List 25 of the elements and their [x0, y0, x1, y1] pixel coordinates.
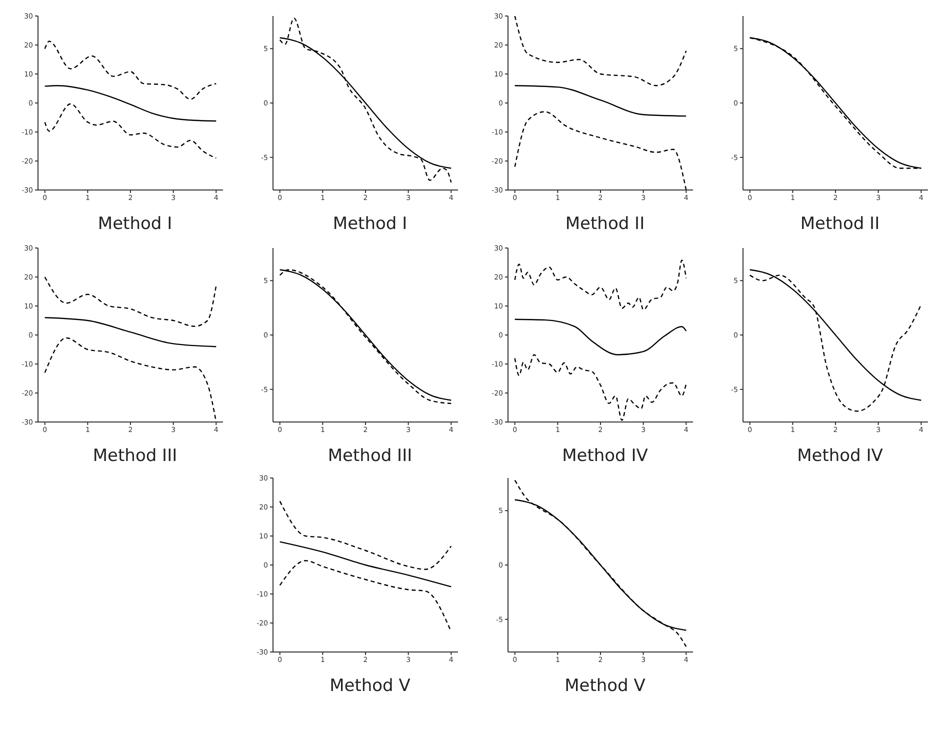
line-series: [279, 500, 452, 570]
line-series: [44, 276, 217, 327]
line-series: [44, 317, 217, 348]
line-series: [279, 541, 452, 588]
line-series: [514, 318, 687, 356]
line-series: [44, 85, 217, 122]
text: Method II: [564, 214, 646, 234]
line-series: [514, 111, 687, 190]
text: Method V: [328, 676, 412, 696]
line-series: [514, 260, 687, 310]
line-series: [44, 40, 217, 100]
line-series: [44, 103, 217, 159]
text: Method II: [799, 214, 881, 234]
line-series: [514, 16, 687, 86]
text: Method IV: [796, 446, 884, 466]
text: Method I: [332, 214, 408, 234]
text: Method III: [326, 446, 414, 466]
line-series: [514, 480, 687, 648]
line-series: [44, 337, 217, 422]
text: Method I: [96, 214, 174, 234]
text: Method IV: [561, 446, 649, 466]
text: Method III: [92, 446, 178, 466]
line-series: [514, 85, 687, 117]
text: Method V: [564, 676, 646, 696]
line-series: [514, 354, 687, 421]
